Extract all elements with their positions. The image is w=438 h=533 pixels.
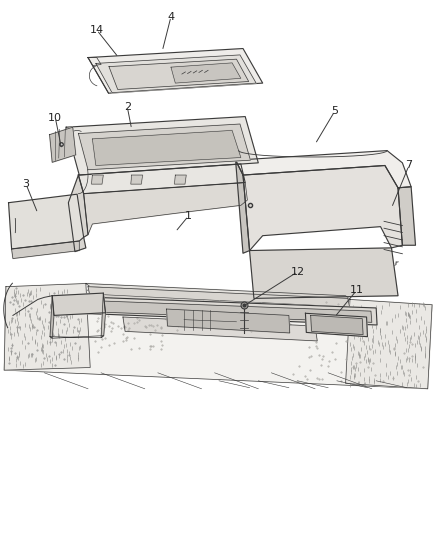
Text: 3: 3 (22, 179, 29, 189)
Polygon shape (92, 175, 103, 184)
Text: 12: 12 (290, 267, 305, 277)
Polygon shape (236, 160, 250, 253)
Text: 7: 7 (405, 160, 413, 171)
Polygon shape (9, 194, 84, 249)
Polygon shape (311, 316, 363, 335)
Polygon shape (78, 124, 251, 169)
Text: 5: 5 (331, 106, 338, 116)
Polygon shape (84, 182, 247, 235)
Polygon shape (4, 284, 90, 370)
Polygon shape (92, 131, 241, 165)
Polygon shape (236, 151, 411, 188)
Polygon shape (88, 287, 350, 309)
Text: 10: 10 (48, 112, 62, 123)
Polygon shape (86, 284, 350, 300)
Polygon shape (109, 59, 249, 90)
Polygon shape (174, 175, 186, 184)
Polygon shape (123, 317, 317, 341)
Polygon shape (131, 175, 143, 184)
Text: 14: 14 (90, 25, 104, 35)
Text: 2: 2 (124, 102, 131, 112)
Polygon shape (101, 293, 106, 338)
Polygon shape (52, 293, 106, 316)
Polygon shape (61, 300, 372, 322)
Polygon shape (171, 63, 241, 83)
Polygon shape (88, 49, 263, 93)
Polygon shape (12, 241, 79, 259)
Polygon shape (305, 313, 367, 337)
Polygon shape (78, 164, 245, 193)
Polygon shape (66, 117, 258, 175)
Polygon shape (4, 287, 432, 389)
Polygon shape (250, 248, 398, 298)
Polygon shape (68, 175, 88, 252)
Text: 1: 1 (185, 211, 192, 221)
Text: 4: 4 (167, 12, 174, 22)
Text: JF: JF (395, 261, 399, 266)
Polygon shape (346, 300, 432, 389)
Polygon shape (398, 187, 416, 245)
Text: 11: 11 (350, 286, 364, 295)
Polygon shape (49, 127, 76, 163)
Polygon shape (50, 296, 54, 338)
Polygon shape (52, 296, 377, 325)
Polygon shape (243, 165, 403, 251)
Polygon shape (166, 309, 290, 333)
Polygon shape (96, 55, 256, 93)
